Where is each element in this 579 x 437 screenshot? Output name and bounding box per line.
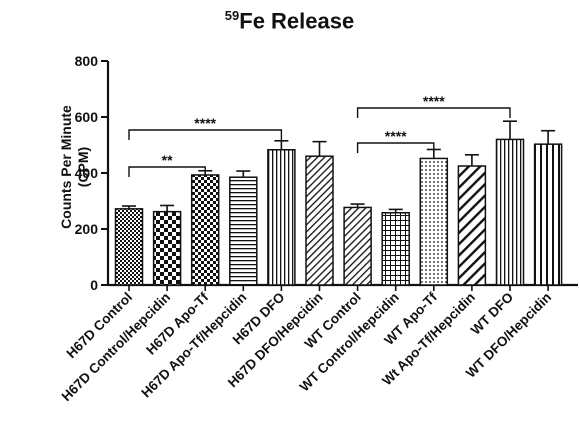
significance-bracket: [356, 142, 435, 153]
significance-label: ****: [423, 93, 445, 109]
bar: [267, 149, 296, 286]
significance-label: ****: [385, 128, 407, 144]
bar: [343, 206, 372, 286]
bar: [381, 212, 410, 286]
bar: [305, 155, 334, 286]
bar: [229, 176, 258, 286]
y-tick-label: 0: [90, 277, 98, 293]
bar: [419, 157, 449, 286]
significance-label: ****: [194, 115, 216, 131]
bar: [533, 143, 563, 286]
bar: [190, 174, 220, 286]
chart-title: 59Fe Release: [0, 8, 579, 34]
y-tick-label: 400: [75, 165, 99, 181]
bar: [495, 138, 525, 286]
y-tick-label: 200: [75, 221, 99, 237]
significance-bracket: [356, 107, 511, 118]
significance-bracket: [128, 129, 283, 140]
title-superscript: 59: [224, 8, 240, 23]
y-tick-label: 600: [75, 109, 99, 125]
y-tick-label: 800: [75, 53, 99, 69]
title-main: Fe Release: [239, 8, 355, 34]
bar: [457, 165, 487, 286]
bars: [114, 120, 563, 286]
significance-brackets: **************: [128, 93, 511, 177]
significance-bracket: [128, 166, 206, 177]
x-tick-label: H67D Control: [64, 290, 136, 362]
bar: [152, 210, 182, 286]
significance-label: **: [162, 152, 173, 168]
bar: [114, 208, 144, 286]
